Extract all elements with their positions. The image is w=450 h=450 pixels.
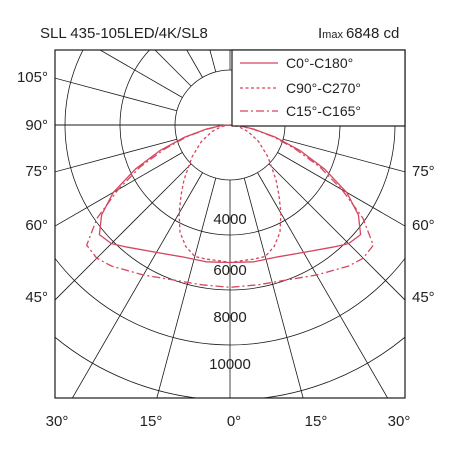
grid-spoke-225 <box>154 50 192 87</box>
grid-spoke-315 <box>55 163 192 301</box>
angle-label-right-45: 45° <box>412 289 435 306</box>
grid-spoke-15 <box>243 178 304 398</box>
legend-label-c90-c270: C90°-C270° <box>286 80 361 96</box>
angle-label-bottom-15-left: 15° <box>140 413 163 430</box>
angle-label-right-75: 75° <box>412 163 435 180</box>
legend: C0°-C180° C90°-C270° C15°-C165° <box>231 49 406 127</box>
grid-spoke-60 <box>277 152 405 227</box>
angle-label-bottom-15-right: 15° <box>305 413 328 430</box>
imax-symbol: I <box>318 25 322 42</box>
grid-spoke-45 <box>268 163 405 301</box>
angle-label-bottom-30-left: 30° <box>46 413 69 430</box>
angle-label-left-105: 105° <box>17 69 48 86</box>
grid-spoke-345 <box>156 178 217 398</box>
grid-spoke-240 <box>99 50 183 98</box>
angle-label-bottom-0: 0° <box>227 413 241 430</box>
imax-label: Imax 6848 cd <box>318 25 399 42</box>
angle-label-left-45: 45° <box>25 289 48 306</box>
grid-spoke-300 <box>55 152 183 227</box>
grid-spoke-330 <box>71 172 203 398</box>
legend-box <box>231 49 406 127</box>
legend-label-c15-c165: C15°-C165° <box>286 103 361 119</box>
legend-label-c0-c180: C0°-C180° <box>286 55 353 71</box>
grid-spoke-30 <box>257 172 389 398</box>
radial-label-4000: 4000 <box>213 211 246 228</box>
series-curve-1 <box>178 124 282 264</box>
angle-label-bottom-30-right: 30° <box>388 413 411 430</box>
angle-label-left-75: 75° <box>25 163 48 180</box>
grid-spoke-255 <box>55 77 177 112</box>
angle-label-right-60: 60° <box>412 217 435 234</box>
radial-label-6000: 6000 <box>213 262 246 279</box>
radial-label-10000: 10000 <box>209 356 251 373</box>
imax-value: 6848 cd <box>346 25 399 42</box>
imax-subscript: max <box>322 29 343 41</box>
radial-label-8000: 8000 <box>213 309 246 326</box>
series-curve-2 <box>86 124 374 288</box>
grid-spoke-285 <box>55 138 177 173</box>
grid-spoke-75 <box>283 138 405 173</box>
polar-curves <box>86 124 374 288</box>
product-title: SLL 435-105LED/4K/SL8 <box>40 25 208 42</box>
angle-label-left-60: 60° <box>25 217 48 234</box>
angle-label-left-90: 90° <box>25 117 48 134</box>
